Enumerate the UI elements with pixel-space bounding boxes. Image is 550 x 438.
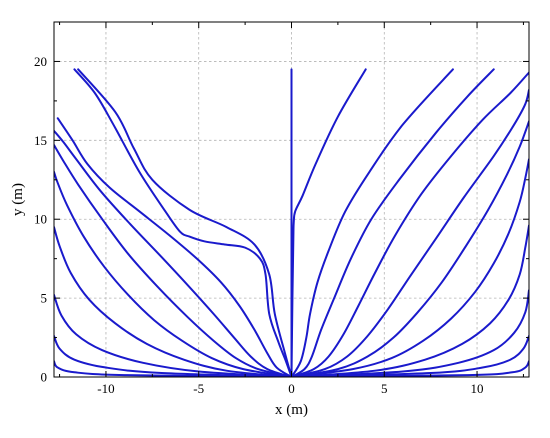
tick-labels: -10 -5 0 5 10 0 5 10 15 20	[34, 54, 484, 396]
series-line	[73, 68, 293, 377]
curves	[54, 68, 529, 377]
series-line	[290, 334, 529, 377]
series-line	[54, 129, 293, 377]
series-line	[54, 226, 293, 377]
y-tick-label: 15	[34, 133, 47, 148]
x-tick-label: 10	[471, 381, 484, 396]
series-line	[290, 68, 495, 377]
x-axis-label: x (m)	[275, 402, 308, 418]
series-line	[290, 289, 529, 377]
series-line	[290, 71, 529, 377]
y-axis-label: y (m)	[10, 183, 26, 216]
series-line	[56, 117, 293, 377]
y-tick-label: 0	[41, 370, 48, 385]
series-line	[54, 360, 293, 377]
series-line	[54, 293, 293, 377]
series-line	[54, 334, 293, 377]
series-line	[290, 68, 367, 377]
series-line	[54, 144, 293, 377]
series-line	[290, 68, 454, 377]
series-line	[290, 120, 529, 377]
x-tick-label: 5	[381, 381, 388, 396]
x-tick-label: 0	[288, 381, 295, 396]
x-tick-label: -10	[97, 381, 114, 396]
y-tick-label: 10	[34, 212, 47, 227]
x-tick-label: -5	[193, 381, 204, 396]
y-tick-label: 20	[34, 54, 47, 69]
series-line	[290, 158, 529, 377]
ticks	[54, 22, 529, 378]
series-line	[77, 68, 293, 377]
y-tick-label: 5	[41, 291, 48, 306]
series-line	[290, 88, 529, 377]
series-line	[290, 360, 529, 377]
series-line	[290, 224, 529, 377]
series-line	[54, 170, 293, 377]
